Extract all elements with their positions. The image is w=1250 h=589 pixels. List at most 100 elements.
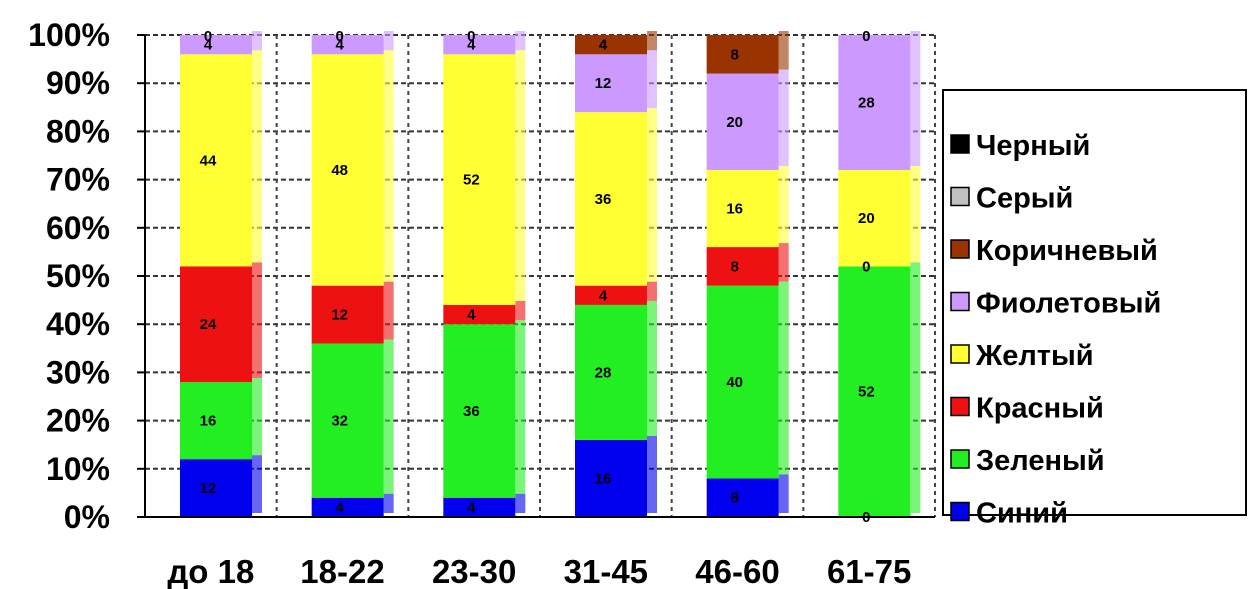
bar-segment (575, 304, 647, 440)
data-label: 0 (335, 28, 343, 45)
legend-swatch (950, 344, 970, 364)
bar-segment-side (778, 243, 789, 282)
bar-segment (311, 54, 384, 286)
bar-segment (443, 54, 516, 305)
bar-segment-side (910, 262, 921, 513)
y-tick-label: 0% (64, 499, 110, 535)
data-label: 8 (730, 258, 738, 275)
y-tick-label: 80% (46, 113, 110, 149)
bar-segment (180, 459, 252, 517)
bar-segment (706, 73, 779, 170)
bar-segment-side (778, 281, 789, 475)
bar-segment-side (515, 320, 526, 494)
bar-segment (838, 266, 911, 517)
bar-segment-side (383, 339, 394, 494)
legend-swatch (950, 291, 970, 312)
bar-segment (575, 35, 647, 55)
data-label: 36 (463, 403, 480, 420)
y-tick-label: 10% (46, 451, 110, 487)
bar-segment-side (910, 165, 921, 263)
data-label: 0 (204, 28, 212, 45)
y-tick-label: 40% (46, 306, 110, 342)
data-label: 4 (335, 37, 344, 54)
legend-label: Красный (976, 393, 1104, 425)
bar-segment-side (647, 281, 657, 301)
bar-segment (706, 478, 779, 517)
x-tick-label: 31-45 (564, 553, 648, 589)
bar-segment-side (515, 493, 526, 513)
y-tick-label: 90% (46, 65, 110, 101)
y-tick-label: 50% (46, 258, 110, 294)
data-label: 0 (862, 28, 870, 45)
bar-segment (311, 343, 384, 498)
bar-segment (706, 169, 779, 248)
data-label: 40 (726, 374, 743, 391)
data-label: 20 (858, 210, 875, 227)
data-label: 12 (331, 307, 348, 324)
data-label: 24 (200, 316, 217, 333)
bar-segment-side (647, 31, 657, 51)
legend-swatch (950, 239, 970, 259)
bar-segment (311, 285, 384, 344)
bar-segment-side (383, 281, 394, 340)
bar-segment-side (647, 435, 657, 513)
legend-swatch (950, 396, 970, 417)
bar-segment-side (383, 31, 394, 51)
data-label: 8 (730, 490, 738, 507)
data-label: 52 (463, 172, 480, 189)
bar-segment (575, 439, 647, 517)
bar-segment (443, 304, 516, 325)
bar-segment (443, 324, 516, 498)
bar-segment-side (252, 262, 262, 379)
y-tick-label: 60% (46, 210, 110, 246)
bar-segment (706, 285, 779, 479)
bar-segment-side (252, 378, 262, 456)
bar-segment (180, 54, 252, 267)
bar-segment-side (910, 31, 921, 166)
data-label: 4 (599, 37, 608, 54)
legend-swatch (950, 501, 970, 522)
x-tick-label: 61-75 (827, 553, 911, 589)
data-label: 12 (595, 75, 612, 92)
bar-segment-side (778, 474, 789, 513)
bar-segment-side (252, 455, 262, 513)
data-label: 0 (467, 28, 475, 45)
legend-swatch (950, 134, 970, 154)
y-tick-label: 30% (46, 354, 110, 390)
data-label: 36 (595, 191, 612, 208)
bar-segment (706, 35, 779, 74)
data-label: 4 (599, 287, 608, 304)
bar-segment-side (647, 50, 657, 109)
legend-label: Синий (976, 498, 1068, 530)
bar-segment (311, 497, 384, 517)
data-label: 4 (467, 37, 476, 54)
bar-segment-side (252, 50, 262, 263)
data-label: 4 (335, 499, 344, 516)
data-label: 4 (467, 499, 476, 516)
bar-segment-side (778, 165, 789, 244)
y-tick-label: 20% (46, 403, 110, 439)
data-label: 16 (200, 413, 217, 430)
bar-segment (443, 35, 516, 55)
data-label: 4 (204, 37, 213, 54)
data-label: 44 (200, 152, 217, 169)
data-label: 28 (595, 364, 612, 381)
bar-segment (838, 169, 911, 267)
bar-segment (180, 382, 252, 460)
bar-segment-side (778, 31, 789, 70)
bar-segment-side (647, 300, 657, 436)
bar-segment-side (515, 300, 526, 321)
x-tick-label: до 18 (167, 553, 254, 589)
legend-swatch (950, 449, 970, 469)
x-tick-label: 46-60 (695, 553, 779, 589)
legend: Черный Серый Коричневый Фиолетовый Желтый Кра… (942, 89, 1247, 530)
data-label: 16 (726, 201, 743, 218)
y-tick-label: 70% (46, 162, 110, 198)
bar-segment (838, 35, 911, 170)
data-label: 12 (200, 480, 217, 497)
bar-segment (575, 112, 647, 286)
x-tick-label: 18-22 (300, 553, 384, 589)
bar-segment-side (252, 31, 262, 51)
y-tick-label: 100% (28, 17, 110, 53)
